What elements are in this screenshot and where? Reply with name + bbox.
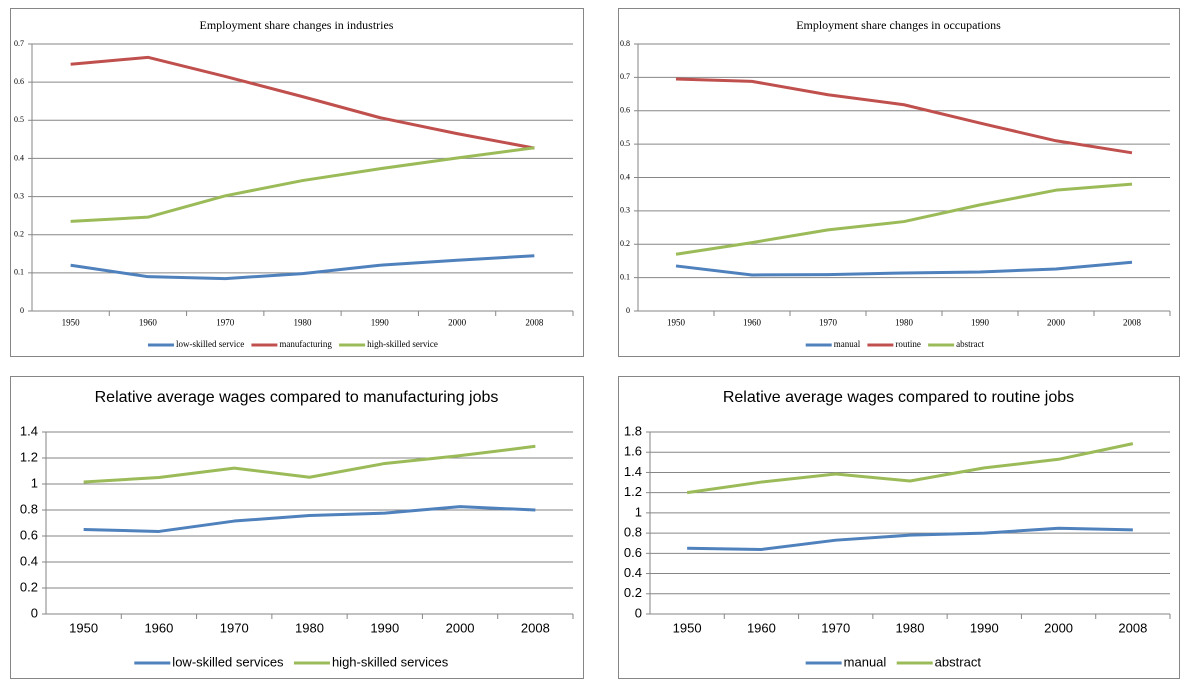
- x-tick-label: 1980: [895, 317, 914, 327]
- y-tick-label: 0.4: [624, 565, 642, 580]
- y-tick-label: 0.2: [620, 239, 630, 248]
- y-tick-label: 1.8: [624, 423, 642, 438]
- series-line: [83, 444, 536, 484]
- series-line: [70, 146, 535, 223]
- y-tick-label: 0.5: [14, 115, 24, 124]
- series-line: [686, 442, 1134, 495]
- x-tick-label: 2000: [1044, 621, 1073, 636]
- y-tick-label: 0.2: [20, 579, 38, 594]
- legend-label: manufacturing: [279, 339, 332, 349]
- y-tick-label: 0.7: [14, 39, 24, 48]
- y-tick-label: 0.2: [624, 585, 642, 600]
- series-line: [687, 526, 1133, 551]
- legend-label: manual: [844, 654, 887, 669]
- y-tick-label: 0.1: [620, 272, 630, 281]
- y-tick-label: 1.2: [624, 484, 642, 499]
- y-tick-label: 1.2: [20, 449, 38, 464]
- y-tick-label: 0.3: [620, 206, 630, 215]
- y-tick-label: 0: [626, 306, 630, 315]
- x-tick-label: 2008: [521, 621, 550, 636]
- x-tick-label: 1970: [819, 317, 838, 327]
- x-tick-label: 1970: [220, 621, 249, 636]
- x-tick-label: 1990: [970, 621, 999, 636]
- y-tick-label: 0.8: [620, 39, 630, 48]
- series-line: [675, 77, 1133, 155]
- legend-label: high-skilled services: [332, 654, 449, 669]
- legend-label: high-skilled service: [367, 339, 438, 349]
- legend-label: routine: [895, 339, 921, 349]
- x-tick-label: 1990: [370, 621, 399, 636]
- x-tick-label: 1970: [821, 621, 850, 636]
- y-tick-label: 0.8: [20, 501, 38, 516]
- y-tick-label: 0.1: [14, 268, 24, 277]
- y-tick-label: 0.4: [20, 553, 38, 568]
- x-tick-label: 1950: [667, 317, 686, 327]
- series-line: [675, 182, 1133, 256]
- x-tick-label: 2008: [525, 317, 544, 327]
- y-tick-label: 0: [635, 605, 642, 620]
- y-tick-label: 1.6: [624, 444, 642, 459]
- y-tick-label: 1: [31, 475, 38, 490]
- legend-label: abstract: [956, 339, 984, 349]
- y-tick-label: 0.4: [620, 172, 630, 181]
- y-tick-label: 0.6: [624, 545, 642, 560]
- x-tick-label: 2008: [1123, 317, 1142, 327]
- panel-border: [618, 8, 1180, 357]
- y-tick-label: 0: [31, 605, 38, 620]
- legend: manual routine abstract: [805, 339, 985, 349]
- x-tick-label: 1950: [62, 317, 81, 327]
- chart-title: Relative average wages compared to routi…: [723, 389, 1074, 406]
- x-tick-label: 1980: [295, 621, 324, 636]
- x-tick-label: 1960: [144, 621, 173, 636]
- y-tick-label: 0.6: [20, 527, 38, 542]
- y-tick-label: 0.2: [14, 230, 24, 239]
- series-line: [83, 505, 536, 533]
- y-tick-label: 0.5: [620, 139, 630, 148]
- x-tick-label: 1970: [216, 317, 235, 327]
- y-tick-label: 1: [635, 504, 642, 519]
- legend: low-skilled services high-skilled service…: [134, 654, 449, 669]
- x-tick-label: 1990: [971, 317, 990, 327]
- x-tick-label: 1950: [69, 621, 98, 636]
- y-tick-label: 0.7: [620, 72, 630, 81]
- series-line: [70, 254, 535, 281]
- x-tick-label: 1990: [371, 317, 390, 327]
- x-tick-label: 1980: [896, 621, 925, 636]
- series-line: [675, 260, 1133, 277]
- y-tick-label: 1.4: [624, 464, 642, 479]
- panel-border: [10, 376, 584, 679]
- y-tick-label: 0.6: [620, 106, 630, 115]
- legend: low-skilled service manufacturing high-ski…: [147, 339, 438, 349]
- x-tick-label: 2008: [1118, 621, 1147, 636]
- y-tick-label: 0.4: [14, 153, 24, 162]
- x-tick-label: 1960: [747, 621, 776, 636]
- chart-panel: Employment share changes in occupations 0…: [618, 8, 1180, 357]
- chart-panel: Employment share changes in industries 0 0…: [10, 8, 584, 357]
- legend-label: low-skilled services: [172, 654, 284, 669]
- y-tick-label: 0: [20, 306, 24, 315]
- x-tick-label: 2000: [448, 317, 467, 327]
- legend: manual abstract: [805, 654, 982, 669]
- y-tick-label: 0.6: [14, 77, 24, 86]
- x-tick-label: 2000: [446, 621, 475, 636]
- chart-title: Relative average wages compared to manuf…: [95, 389, 499, 406]
- x-tick-label: 1960: [139, 317, 158, 327]
- y-tick-label: 1.4: [20, 423, 38, 438]
- chart-title: Employment share changes in occupations: [796, 18, 1001, 32]
- legend-label: manual: [834, 339, 861, 349]
- chart-panel: Relative average wages compared to routi…: [618, 376, 1180, 679]
- chart-title: Employment share changes in industries: [200, 18, 394, 32]
- y-tick-label: 0.8: [624, 525, 642, 540]
- chart-panel: Relative average wages compared to manuf…: [10, 376, 584, 679]
- x-tick-label: 2000: [1047, 317, 1066, 327]
- legend-label: low-skilled service: [176, 339, 244, 349]
- legend-label: abstract: [935, 654, 982, 669]
- series-line: [70, 55, 535, 150]
- x-tick-label: 1980: [294, 317, 313, 327]
- x-tick-label: 1950: [673, 621, 702, 636]
- y-tick-label: 0.3: [14, 191, 24, 200]
- x-tick-label: 1960: [743, 317, 762, 327]
